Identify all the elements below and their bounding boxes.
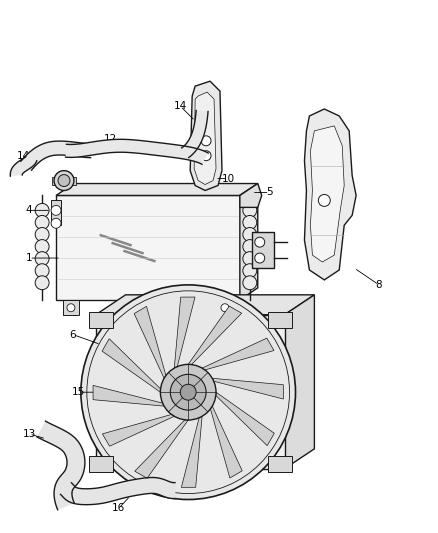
Circle shape	[201, 151, 211, 160]
Polygon shape	[217, 300, 233, 314]
Text: 12: 12	[104, 134, 117, 144]
Polygon shape	[202, 338, 274, 370]
Text: 14: 14	[17, 151, 30, 161]
Circle shape	[54, 171, 74, 190]
Circle shape	[243, 215, 257, 229]
Polygon shape	[10, 157, 37, 176]
Text: 16: 16	[112, 504, 125, 513]
Text: 5: 5	[266, 188, 273, 197]
Circle shape	[51, 219, 61, 228]
Circle shape	[35, 240, 49, 254]
Text: 14: 14	[173, 101, 187, 111]
Polygon shape	[52, 176, 76, 184]
Polygon shape	[285, 295, 314, 469]
Circle shape	[58, 175, 70, 187]
Circle shape	[67, 304, 75, 312]
Polygon shape	[190, 81, 222, 190]
Circle shape	[51, 205, 61, 215]
Circle shape	[255, 237, 265, 247]
Circle shape	[255, 253, 265, 263]
Polygon shape	[268, 456, 292, 472]
Polygon shape	[66, 139, 208, 164]
Polygon shape	[194, 92, 216, 184]
Polygon shape	[210, 406, 242, 478]
Polygon shape	[96, 295, 314, 314]
Circle shape	[35, 276, 49, 290]
Circle shape	[35, 228, 49, 241]
Text: 13: 13	[23, 429, 36, 439]
Polygon shape	[268, 312, 292, 328]
Polygon shape	[304, 109, 356, 280]
Polygon shape	[311, 126, 344, 262]
Circle shape	[243, 240, 257, 254]
Polygon shape	[240, 183, 258, 300]
Circle shape	[81, 285, 296, 499]
Circle shape	[201, 136, 211, 146]
Text: 8: 8	[376, 280, 382, 290]
Circle shape	[243, 228, 257, 241]
Circle shape	[243, 264, 257, 278]
Text: 6: 6	[70, 329, 76, 340]
Circle shape	[243, 276, 257, 290]
Polygon shape	[102, 415, 174, 446]
Polygon shape	[51, 200, 61, 225]
Polygon shape	[240, 183, 262, 207]
Text: 7: 7	[266, 253, 273, 263]
Circle shape	[243, 252, 257, 265]
Polygon shape	[21, 141, 91, 170]
Polygon shape	[135, 420, 188, 478]
Polygon shape	[63, 300, 79, 314]
Polygon shape	[188, 306, 242, 365]
Polygon shape	[89, 456, 113, 472]
Polygon shape	[216, 392, 274, 446]
Polygon shape	[56, 196, 240, 300]
Text: 10: 10	[221, 174, 234, 183]
Circle shape	[170, 374, 206, 410]
Text: 1: 1	[26, 253, 32, 263]
Circle shape	[243, 204, 257, 217]
Polygon shape	[212, 378, 283, 399]
Circle shape	[35, 204, 49, 217]
Text: 15: 15	[72, 387, 85, 397]
Polygon shape	[60, 478, 176, 505]
Polygon shape	[252, 232, 274, 268]
Circle shape	[35, 252, 49, 265]
Circle shape	[180, 384, 196, 400]
Polygon shape	[93, 385, 164, 406]
Polygon shape	[89, 312, 113, 328]
Circle shape	[35, 264, 49, 278]
Circle shape	[160, 365, 216, 420]
Polygon shape	[102, 339, 161, 392]
Circle shape	[35, 215, 49, 229]
Polygon shape	[181, 416, 202, 487]
Polygon shape	[37, 421, 85, 510]
Polygon shape	[56, 183, 258, 196]
Polygon shape	[182, 110, 208, 158]
Text: 4: 4	[26, 205, 32, 215]
Polygon shape	[134, 306, 166, 378]
Circle shape	[221, 304, 229, 312]
Polygon shape	[96, 314, 285, 469]
Polygon shape	[174, 297, 195, 368]
Circle shape	[318, 195, 330, 206]
